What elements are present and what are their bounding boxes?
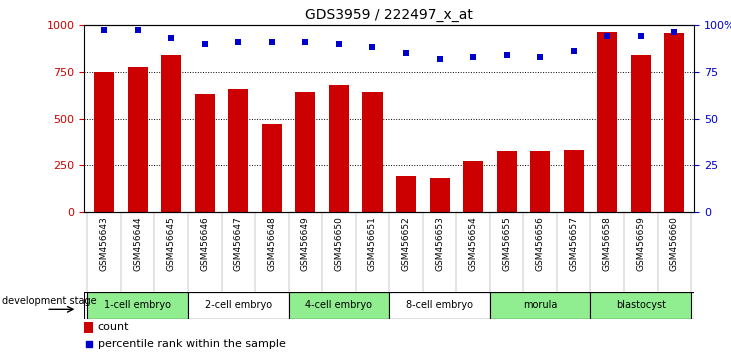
Text: GSM456643: GSM456643 <box>99 216 109 271</box>
Point <box>668 29 680 35</box>
Bar <box>329 85 349 212</box>
Bar <box>591 292 691 319</box>
Text: 2-cell embryo: 2-cell embryo <box>205 300 272 310</box>
Point <box>501 52 512 58</box>
Text: GSM456647: GSM456647 <box>234 216 243 271</box>
Bar <box>228 88 249 212</box>
Bar <box>194 94 215 212</box>
Point <box>602 33 613 39</box>
Text: GSM456645: GSM456645 <box>167 216 175 271</box>
Bar <box>430 178 450 212</box>
Bar <box>162 55 181 212</box>
Text: GSM456644: GSM456644 <box>133 216 143 271</box>
Bar <box>363 92 382 212</box>
Point <box>83 341 94 347</box>
Point <box>132 28 143 33</box>
Bar <box>84 322 94 333</box>
Text: development stage: development stage <box>1 296 96 306</box>
Bar <box>262 124 282 212</box>
Bar <box>530 152 550 212</box>
Bar <box>295 92 316 212</box>
Text: GSM456656: GSM456656 <box>536 216 545 271</box>
Text: GSM456653: GSM456653 <box>435 216 444 271</box>
Point <box>333 41 345 46</box>
Bar <box>463 161 483 212</box>
Point <box>165 35 177 41</box>
Bar <box>389 292 490 319</box>
Point <box>534 54 546 59</box>
Text: blastocyst: blastocyst <box>616 300 666 310</box>
Bar <box>188 292 289 319</box>
Point <box>266 39 278 45</box>
Bar <box>664 33 684 212</box>
Point <box>99 28 110 33</box>
Point <box>433 56 445 61</box>
Bar <box>496 152 517 212</box>
Text: 1-cell embryo: 1-cell embryo <box>105 300 171 310</box>
Point <box>199 41 211 46</box>
Bar <box>490 292 591 319</box>
Text: GSM456648: GSM456648 <box>268 216 276 271</box>
Point <box>232 39 244 45</box>
Bar <box>597 32 617 212</box>
Bar <box>396 176 416 212</box>
Text: GSM456660: GSM456660 <box>670 216 679 271</box>
Text: count: count <box>98 322 129 332</box>
Text: GSM456652: GSM456652 <box>401 216 411 271</box>
Bar <box>564 150 584 212</box>
Text: 8-cell embryo: 8-cell embryo <box>406 300 473 310</box>
Text: GSM456654: GSM456654 <box>469 216 477 271</box>
Text: GSM456651: GSM456651 <box>368 216 377 271</box>
Title: GDS3959 / 222497_x_at: GDS3959 / 222497_x_at <box>306 8 473 22</box>
Point <box>300 39 311 45</box>
Text: GSM456646: GSM456646 <box>200 216 209 271</box>
Bar <box>128 67 148 212</box>
Text: GSM456658: GSM456658 <box>603 216 612 271</box>
Point <box>635 33 647 39</box>
Bar <box>94 72 114 212</box>
Text: GSM456657: GSM456657 <box>569 216 578 271</box>
Bar <box>88 292 188 319</box>
Bar <box>289 292 389 319</box>
Text: GSM456655: GSM456655 <box>502 216 511 271</box>
Text: 4-cell embryo: 4-cell embryo <box>306 300 373 310</box>
Point <box>467 54 479 59</box>
Bar <box>631 55 651 212</box>
Text: morula: morula <box>523 300 557 310</box>
Text: GSM456659: GSM456659 <box>636 216 645 271</box>
Text: GSM456650: GSM456650 <box>335 216 344 271</box>
Point <box>367 45 379 50</box>
Text: percentile rank within the sample: percentile rank within the sample <box>98 339 286 349</box>
Point <box>400 50 412 56</box>
Point <box>568 48 580 54</box>
Text: GSM456649: GSM456649 <box>301 216 310 271</box>
